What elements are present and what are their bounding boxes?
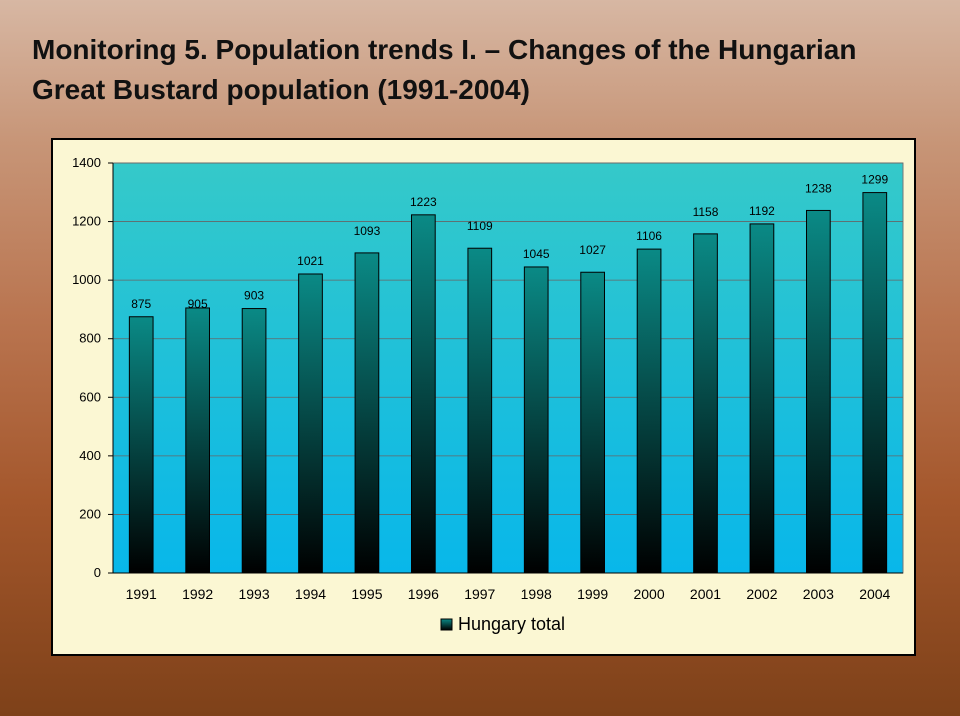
x-tick-label: 2004 [859,586,890,602]
data-label: 1093 [354,224,381,238]
x-tick-label: 2001 [690,586,721,602]
x-tick-label: 2003 [803,586,834,602]
data-label: 875 [131,297,151,311]
data-label: 1045 [523,247,550,261]
bar [411,214,436,574]
x-tick-label: 2000 [633,586,664,602]
x-tick-label: 1993 [238,586,269,602]
plot-area [112,162,904,574]
data-label: 1192 [749,204,775,218]
bar [298,273,323,574]
y-tick-label: 1200 [72,214,101,229]
data-label: 1027 [579,243,606,257]
bar [693,233,718,574]
x-tick-label: 1994 [295,586,326,602]
bar [523,266,549,574]
y-tick-label: 800 [79,331,101,346]
data-label: 905 [188,297,208,311]
bar [862,192,888,574]
bar [636,248,662,574]
y-tick-label: 400 [79,448,101,463]
bar [749,223,775,574]
data-label: 1021 [297,254,324,268]
x-tick-label: 1991 [126,586,157,602]
legend-label: Hungary total [458,614,565,634]
bar [354,252,380,574]
chart-frame: 0 200 400 600 800 1000 1200 1400 875 1991 905 1992 9… [51,138,916,656]
data-label: 1106 [636,229,662,243]
bar [185,307,210,574]
bar [580,271,605,574]
x-tick-label: 1999 [577,586,608,602]
x-tick-label: 2002 [746,586,777,602]
x-tick-label: 1998 [521,586,552,602]
y-tick-label: 600 [79,389,101,404]
y-tick-label: 0 [94,565,101,580]
x-tick-label: 1995 [351,586,382,602]
y-tick-label: 1000 [72,272,101,287]
data-label: 1223 [410,195,437,209]
data-label: 1299 [861,173,888,187]
data-label: 1238 [805,181,832,195]
bar-chart: 0 200 400 600 800 1000 1200 1400 875 1991 905 1992 9… [72,155,904,634]
bar [467,247,493,574]
slide-title: Monitoring 5. Population trends I. – Cha… [32,34,857,105]
x-tick-label: 1996 [408,586,439,602]
bar [806,209,831,574]
legend-swatch [440,618,453,631]
bar [241,308,267,574]
data-label: 903 [244,289,264,303]
data-label: 1109 [467,219,493,233]
x-tick-label: 1997 [464,586,495,602]
y-tick-label: 200 [79,506,101,521]
bar [128,316,154,574]
y-tick-label: 1400 [72,155,101,170]
x-tick-label: 1992 [182,586,213,602]
data-label: 1158 [693,205,719,219]
